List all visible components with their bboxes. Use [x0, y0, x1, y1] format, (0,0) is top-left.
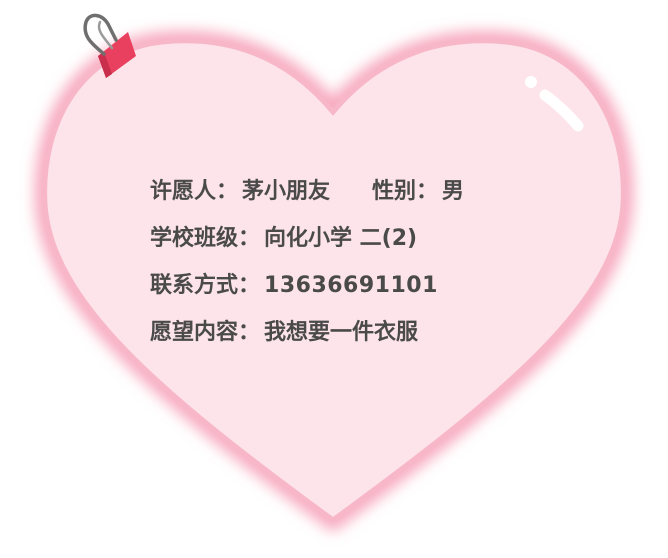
- wish-info: 许愿人： 茅小朋友 性别：男 学校班级： 向化小学 二(2) 联系方式： 1363669…: [150, 168, 464, 356]
- shine-highlight-icon: [525, 76, 584, 132]
- school-row: 学校班级： 向化小学 二(2): [150, 215, 464, 262]
- gender-label: 性别：: [372, 179, 439, 204]
- wisher-value: 茅小朋友: [242, 179, 331, 204]
- contact-value: 13636691101: [264, 273, 438, 298]
- school-value: 向化小学 二(2): [264, 226, 418, 251]
- content-row: 愿望内容： 我想要一件衣服: [150, 309, 464, 356]
- wisher-label: 许愿人：: [150, 179, 239, 204]
- content-value: 我想要一件衣服: [264, 320, 419, 345]
- contact-row: 联系方式： 13636691101: [150, 262, 464, 309]
- heart-body: [42, 38, 626, 524]
- wisher-row: 许愿人： 茅小朋友 性别：男: [150, 168, 464, 215]
- contact-label: 联系方式：: [150, 273, 261, 298]
- content-label: 愿望内容：: [150, 320, 261, 345]
- school-label: 学校班级：: [150, 226, 261, 251]
- gender-value: 男: [442, 179, 465, 204]
- binder-clip-icon: [83, 13, 136, 78]
